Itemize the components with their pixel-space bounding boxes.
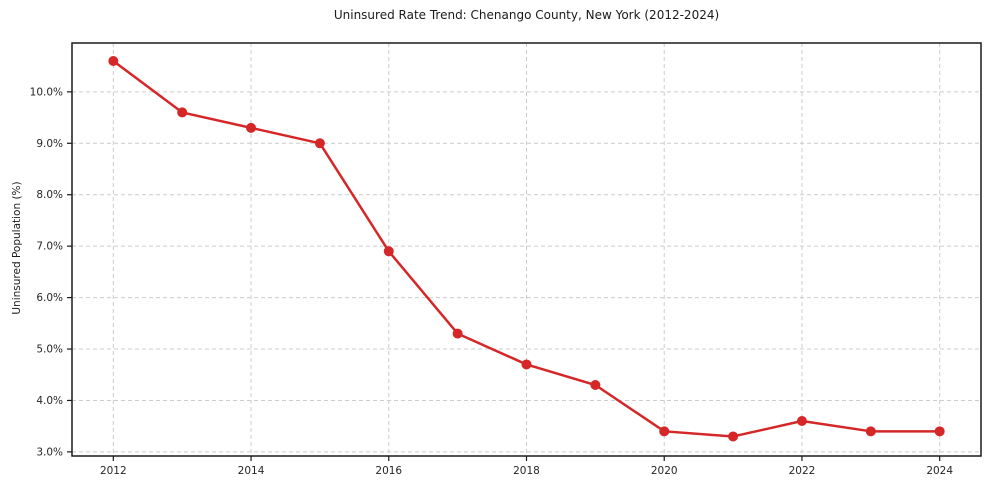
data-point-marker: [383, 246, 394, 257]
y-tick-label: 8.0%: [36, 189, 63, 201]
data-point-marker: [177, 107, 188, 118]
data-point-marker: [590, 380, 601, 391]
data-point-marker: [452, 328, 463, 339]
x-tick-label: 2014: [238, 465, 265, 477]
data-point-marker: [796, 416, 807, 427]
y-tick-label: 4.0%: [36, 395, 63, 407]
data-point-marker: [108, 56, 119, 67]
data-point-marker: [246, 122, 257, 133]
x-tick-label: 2012: [100, 465, 127, 477]
data-point-marker: [934, 426, 945, 437]
chart-title: Uninsured Rate Trend: Chenango County, N…: [333, 8, 720, 22]
y-tick-label: 7.0%: [36, 241, 63, 253]
x-tick-label: 2024: [926, 465, 953, 477]
data-point-marker: [865, 426, 876, 437]
y-tick-label: 6.0%: [36, 292, 63, 304]
y-tick-label: 3.0%: [36, 446, 63, 458]
data-point-marker: [728, 431, 739, 442]
y-tick-label: 9.0%: [36, 138, 63, 150]
data-point-marker: [314, 138, 325, 149]
x-tick-label: 2016: [375, 465, 402, 477]
y-tick-label: 5.0%: [36, 344, 63, 356]
data-point-marker: [659, 426, 670, 437]
data-point-marker: [521, 359, 532, 370]
y-tick-label: 10.0%: [30, 86, 63, 98]
x-tick-label: 2018: [513, 465, 540, 477]
x-tick-label: 2022: [789, 465, 816, 477]
x-tick-label: 2020: [651, 465, 678, 477]
